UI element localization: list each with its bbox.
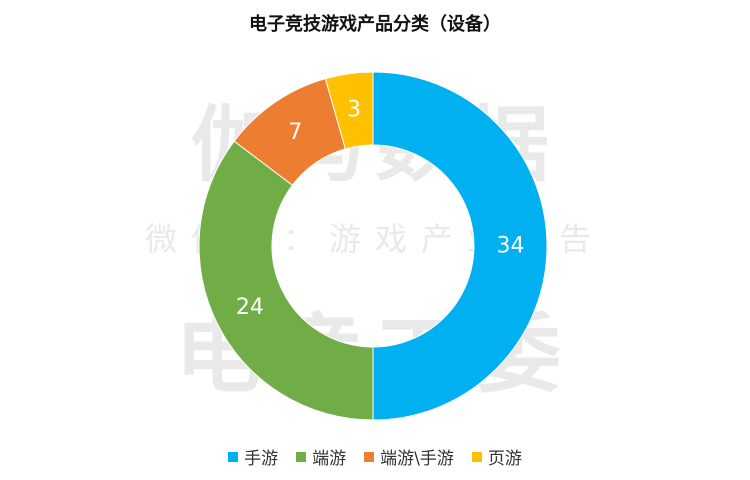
donut-slice-1 [372, 71, 548, 421]
legend-item-4: 页游 [471, 444, 522, 469]
legend-label-3: 端游\手游 [380, 449, 454, 469]
donut-slice-2 [198, 140, 374, 421]
slice-value-label-4: 3 [347, 97, 361, 122]
legend-item-3: 端游\手游 [364, 444, 454, 469]
chart-title: 电子竞技游戏产品分类（设备） [249, 14, 501, 35]
chart-legend: 手游 端游 端游\手游 页游 [0, 444, 750, 469]
legend-swatch-2 [296, 451, 307, 462]
slice-value-label-2: 24 [236, 295, 264, 320]
legend-swatch-1 [228, 451, 239, 462]
legend-swatch-3 [364, 451, 375, 462]
slice-value-label-3: 7 [288, 120, 302, 145]
legend-label-1: 手游 [244, 449, 279, 469]
slice-value-label-1: 34 [497, 234, 525, 259]
donut-slice-4 [324, 71, 374, 150]
legend-label-4: 页游 [487, 449, 522, 469]
legend-item-1: 手游 [228, 444, 278, 469]
legend-label-2: 端游 [312, 449, 347, 469]
legend-item-2: 端游 [296, 444, 346, 469]
legend-swatch-4 [471, 451, 482, 462]
